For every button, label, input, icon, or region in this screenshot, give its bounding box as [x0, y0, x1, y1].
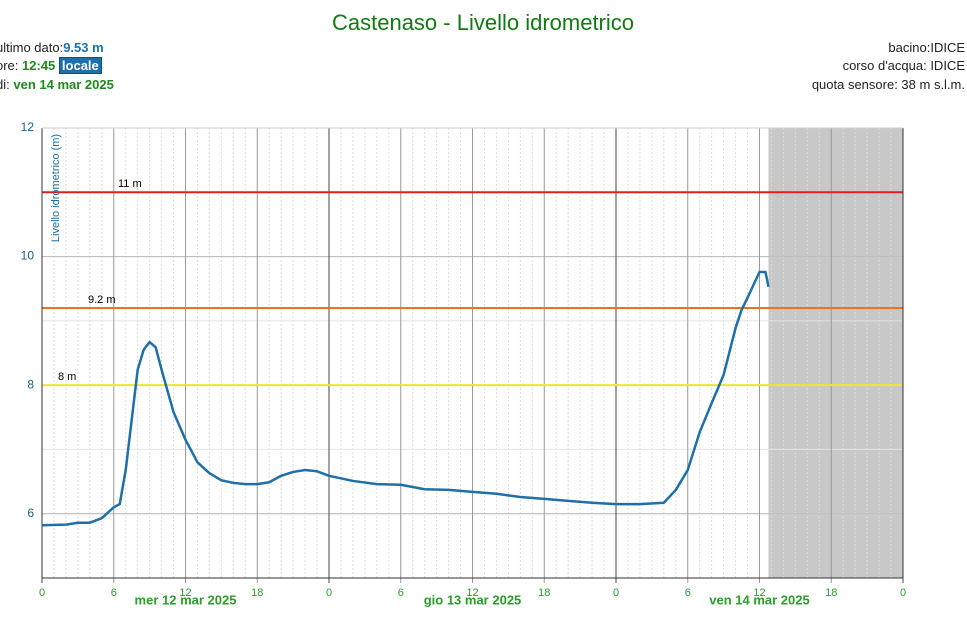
label: ultimo dato:: [0, 40, 64, 55]
x-tick-label: 6: [685, 587, 691, 599]
value: ven 14 mar 2025: [13, 77, 114, 92]
day-label: mer 12 mar 2025: [135, 592, 237, 607]
day-label: ven 14 mar 2025: [709, 592, 809, 607]
x-tick-label: 18: [825, 587, 837, 599]
badge: locale: [58, 57, 102, 74]
label: di:: [0, 77, 10, 92]
x-tick-label: 18: [538, 587, 550, 599]
x-tick-label: 12: [466, 587, 478, 599]
x-tick-label: 6: [111, 587, 117, 599]
label: ore:: [0, 58, 19, 73]
basin: bacino:IDICE: [888, 40, 965, 55]
y-tick-label: 6: [27, 506, 34, 520]
y-axis-label: Livello idrometrico (m): [50, 134, 62, 242]
value: 12:45: [22, 58, 56, 73]
x-tick-label: 0: [900, 587, 906, 599]
value: 9.53 m: [63, 40, 104, 55]
x-tick-label: 0: [39, 587, 45, 599]
x-tick-label: 18: [251, 587, 263, 599]
altitude: quota sensore: 38 m s.l.m.: [811, 77, 965, 92]
x-tick-label: 12: [179, 587, 191, 599]
threshold-label: 11 m: [118, 178, 142, 190]
data-line: [41, 270, 770, 527]
river: corso d'acqua: IDICE: [842, 58, 965, 73]
last-date: di: ven 14 mar 2025: [0, 77, 114, 92]
x-tick-label: 0: [613, 587, 619, 599]
x-tick-label: 6: [398, 587, 404, 599]
last-data: ultimo dato:9.53 m: [0, 40, 104, 55]
day-label: gio 13 mar 2025: [424, 592, 522, 607]
threshold-label: 8 m: [58, 371, 76, 383]
x-tick-label: 12: [753, 587, 765, 599]
threshold-label: 9.2 m: [88, 294, 116, 306]
y-tick-label: 8: [27, 377, 34, 391]
chart-title: Castenaso - Livello idrometrico: [332, 10, 634, 35]
x-tick-label: 0: [326, 587, 332, 599]
future-shade: [768, 128, 903, 578]
y-tick-label: 10: [21, 249, 35, 263]
last-time: ore: 12:45 locale: [0, 57, 102, 74]
y-tick-label: 12: [21, 120, 35, 134]
